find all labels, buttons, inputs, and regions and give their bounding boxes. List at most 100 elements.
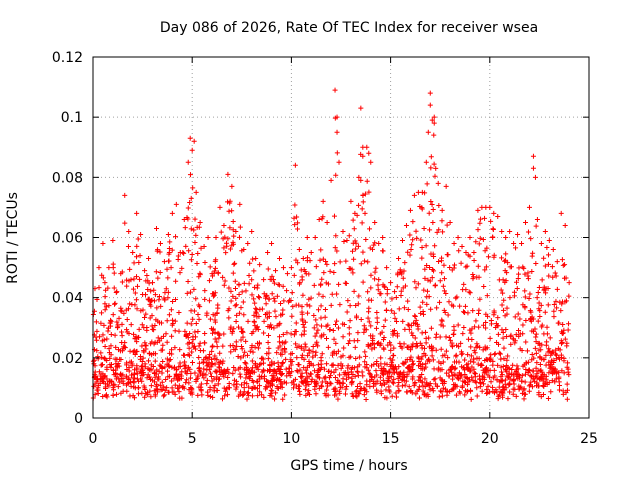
- data-point: [247, 376, 253, 382]
- data-point: [559, 257, 565, 263]
- data-point: [150, 280, 156, 286]
- data-point: [340, 334, 346, 340]
- data-point: [324, 261, 330, 267]
- data-point: [312, 368, 318, 374]
- data-point: [504, 305, 510, 311]
- data-point: [543, 290, 549, 296]
- data-point: [561, 370, 567, 376]
- data-point: [503, 235, 509, 240]
- data-point: [390, 370, 396, 376]
- data-point: [132, 290, 138, 296]
- data-point: [197, 270, 203, 276]
- data-point: [278, 363, 284, 369]
- data-point: [269, 291, 275, 297]
- data-point: [242, 349, 248, 355]
- data-point: [187, 331, 193, 337]
- data-point: [533, 260, 539, 266]
- data-point: [136, 385, 142, 391]
- data-point: [276, 322, 282, 328]
- data-point: [503, 366, 509, 372]
- data-point: [153, 269, 159, 275]
- data-point: [313, 264, 319, 270]
- data-point: [532, 345, 538, 351]
- data-point: [367, 226, 373, 232]
- data-point: [185, 335, 191, 341]
- data-point: [422, 345, 428, 351]
- data-point: [119, 321, 125, 327]
- data-point: [472, 324, 478, 330]
- data-point: [348, 369, 354, 375]
- data-point: [388, 280, 394, 286]
- data-point: [261, 277, 267, 283]
- data-point: [98, 373, 104, 379]
- data-point: [134, 363, 140, 369]
- data-point: [426, 210, 432, 216]
- data-point: [240, 299, 246, 305]
- data-point: [166, 358, 172, 364]
- data-point: [189, 340, 195, 346]
- data-point: [215, 302, 221, 308]
- data-point: [196, 354, 202, 360]
- data-point: [447, 337, 453, 343]
- data-point: [196, 384, 202, 390]
- data-point: [512, 314, 518, 320]
- data-point: [374, 372, 380, 378]
- data-point: [198, 381, 204, 387]
- data-point: [429, 202, 435, 208]
- data-point: [537, 354, 543, 360]
- data-point: [127, 393, 133, 399]
- data-point: [468, 396, 474, 402]
- data-point: [542, 309, 548, 315]
- data-point: [481, 284, 487, 290]
- data-point: [419, 206, 425, 212]
- data-point: [430, 385, 436, 391]
- data-point: [176, 328, 182, 334]
- data-point: [152, 292, 158, 298]
- data-point: [209, 373, 215, 379]
- data-point: [317, 257, 323, 263]
- data-point: [261, 318, 267, 324]
- data-point: [241, 247, 247, 253]
- data-point: [238, 355, 244, 361]
- data-points: [90, 87, 572, 402]
- data-point: [157, 382, 163, 388]
- data-point: [522, 391, 528, 397]
- data-point: [441, 276, 447, 282]
- data-point: [283, 339, 289, 345]
- data-point: [439, 318, 445, 324]
- data-point: [302, 386, 308, 392]
- data-point: [362, 387, 368, 393]
- data-point: [318, 303, 324, 309]
- data-point: [524, 348, 530, 354]
- data-point: [153, 351, 159, 357]
- data-point: [501, 345, 507, 351]
- data-point: [136, 378, 142, 384]
- data-point: [529, 352, 535, 358]
- data-point: [330, 362, 336, 368]
- data-point: [481, 370, 487, 376]
- data-point: [480, 322, 486, 328]
- data-point: [101, 355, 107, 361]
- data-point: [95, 385, 101, 391]
- data-point: [111, 270, 117, 276]
- data-point: [423, 243, 429, 249]
- data-point: [205, 389, 211, 395]
- data-point: [100, 378, 106, 384]
- data-point: [380, 337, 386, 343]
- data-point: [417, 304, 423, 310]
- data-point: [96, 285, 102, 291]
- data-point: [522, 379, 528, 385]
- data-point: [526, 296, 532, 302]
- data-point: [108, 323, 114, 329]
- data-point: [365, 259, 371, 265]
- data-point: [432, 282, 438, 288]
- data-point: [377, 291, 383, 297]
- data-point: [148, 288, 154, 294]
- data-point: [311, 325, 317, 331]
- data-point: [387, 356, 393, 362]
- data-point: [136, 259, 142, 265]
- data-point: [500, 290, 506, 296]
- data-point: [236, 393, 242, 399]
- data-point: [526, 204, 532, 210]
- data-point: [369, 340, 375, 346]
